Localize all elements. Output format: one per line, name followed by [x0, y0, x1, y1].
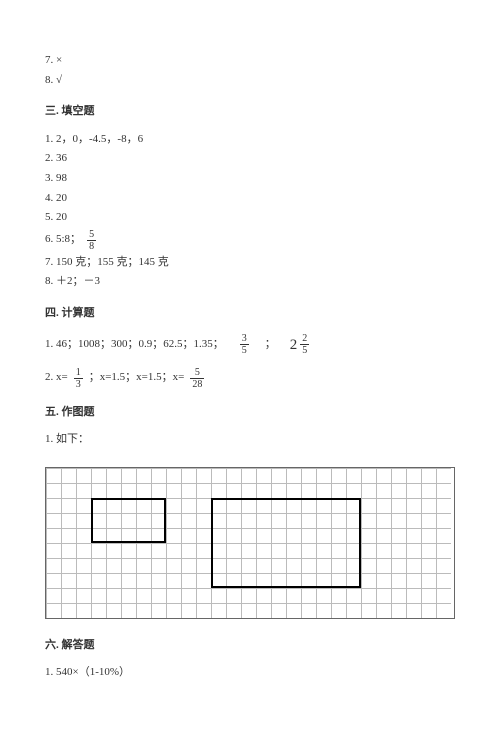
s3-item-6-prefix: 6. 5:8； — [45, 231, 81, 249]
s3-item-4: 4. 20 — [45, 190, 455, 208]
s4-row1-text: 1. 46；1008；300；0.9；62.5；1.35； — [45, 336, 224, 354]
frac-num: 1 — [74, 367, 83, 379]
s3-item-2: 2. 36 — [45, 150, 455, 168]
frac-num: 5 — [87, 229, 96, 241]
s3-item-6-fraction: 5 8 — [87, 229, 96, 252]
drawing-grid-container — [45, 467, 455, 619]
s4-row2-text-2: ；x=1.5；x=1.5；x= — [89, 369, 185, 387]
rect-small — [91, 498, 166, 543]
frac-den: 5 — [300, 345, 309, 356]
s4-row2-frac-2: 5 28 — [190, 367, 204, 390]
heading-section-6: 六. 解答题 — [45, 637, 455, 655]
frac-num: 2 — [300, 333, 309, 345]
s3-item-8: 8. ＋2；－3 — [45, 273, 455, 291]
mixed-whole: 2 — [290, 333, 298, 357]
s4-row2-text-1: 2. x= — [45, 369, 68, 387]
s4-row1-mixed: 2 2 5 — [290, 333, 312, 357]
top-line-8: 8. √ — [45, 72, 455, 90]
s6-item-1: 1. 540×（1-10%） — [45, 664, 455, 682]
heading-section-4: 四. 计算题 — [45, 305, 455, 323]
s4-row1-sep: ； — [265, 336, 276, 354]
s3-item-7: 7. 150 克；155 克；145 克 — [45, 254, 455, 272]
s4-row-2: 2. x= 1 3 ；x=1.5；x=1.5；x= 5 28 — [45, 367, 455, 390]
top-line-7: 7. × — [45, 52, 455, 70]
frac-num: 3 — [240, 333, 249, 345]
frac-den: 8 — [87, 241, 96, 252]
s3-item-5: 5. 20 — [45, 209, 455, 227]
s4-row1-frac-1: 3 5 — [240, 333, 249, 356]
s3-item-1: 1. 2，0，-4.5，-8，6 — [45, 131, 455, 149]
s3-item-6: 6. 5:8； 5 8 — [45, 229, 455, 252]
heading-section-3: 三. 填空题 — [45, 103, 455, 121]
mixed-frac: 2 5 — [300, 333, 309, 356]
s4-row2-frac-1: 1 3 — [74, 367, 83, 390]
frac-num: 5 — [190, 367, 204, 379]
frac-den: 28 — [190, 379, 204, 390]
frac-den: 3 — [74, 379, 83, 390]
s3-item-3: 3. 98 — [45, 170, 455, 188]
frac-den: 5 — [240, 345, 249, 356]
s5-item-1: 1. 如下： — [45, 431, 455, 449]
rect-large — [211, 498, 361, 588]
s4-row-1: 1. 46；1008；300；0.9；62.5；1.35； 3 5 ； 2 2 … — [45, 333, 455, 357]
heading-section-5: 五. 作图题 — [45, 404, 455, 422]
drawing-grid — [46, 468, 451, 618]
